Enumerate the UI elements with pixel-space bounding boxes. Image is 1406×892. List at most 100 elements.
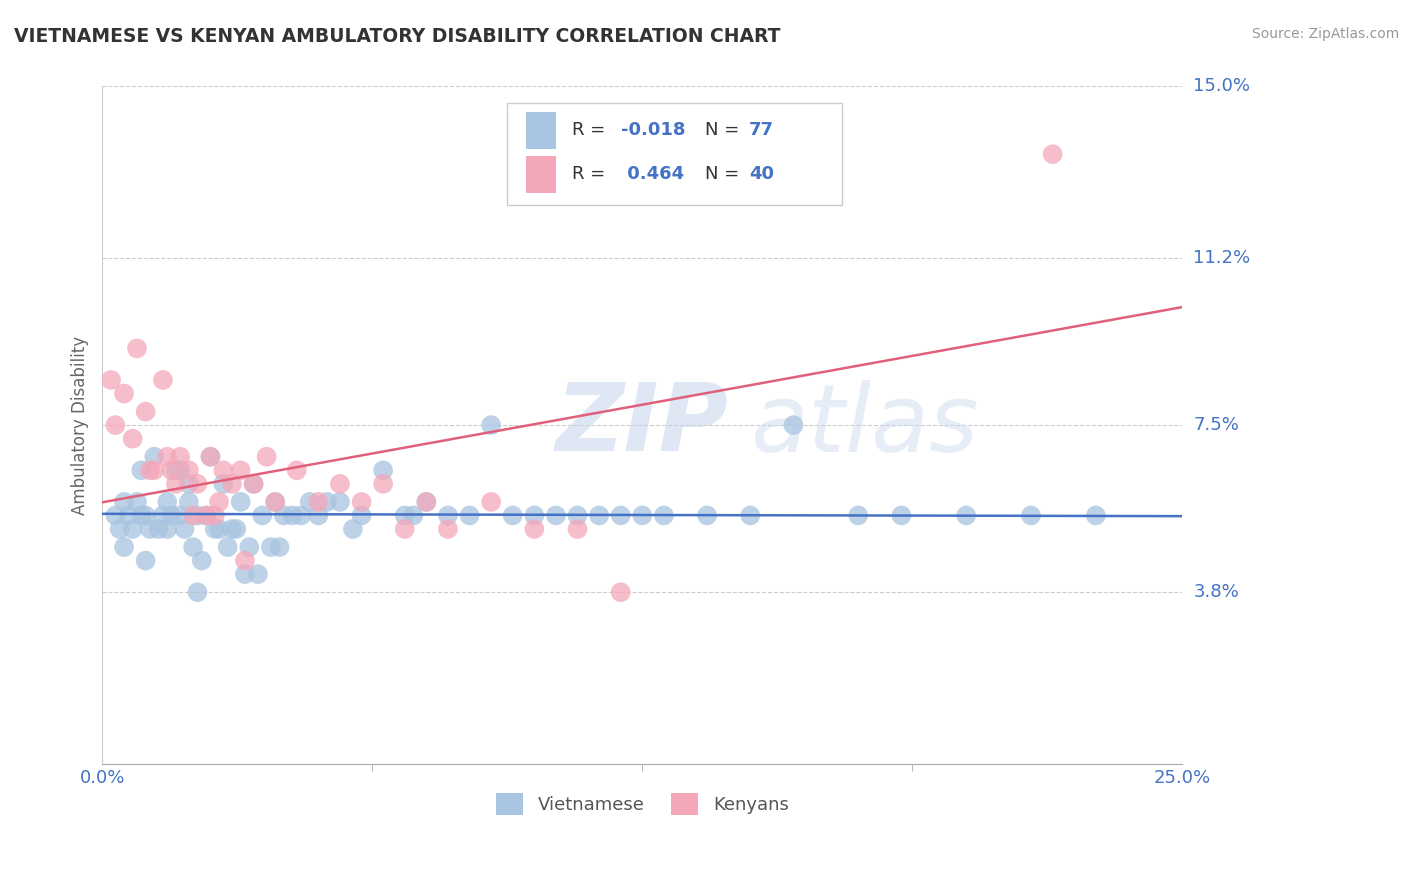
- Point: [329, 476, 352, 491]
- Point: [290, 508, 312, 523]
- Point: [890, 508, 912, 523]
- Text: R =: R =: [572, 121, 612, 139]
- Point: [256, 450, 278, 464]
- Point: [191, 553, 214, 567]
- Point: [329, 495, 352, 509]
- Text: 7.5%: 7.5%: [1194, 417, 1239, 434]
- Point: [402, 508, 425, 523]
- Point: [208, 495, 231, 509]
- Point: [165, 476, 187, 491]
- Point: [955, 508, 977, 523]
- Point: [143, 463, 166, 477]
- Point: [233, 567, 256, 582]
- Point: [177, 476, 200, 491]
- Point: [1084, 508, 1107, 523]
- Point: [373, 476, 395, 491]
- Text: Source: ZipAtlas.com: Source: ZipAtlas.com: [1251, 27, 1399, 41]
- Point: [112, 386, 135, 401]
- Point: [156, 495, 179, 509]
- Point: [588, 508, 610, 523]
- Point: [502, 508, 524, 523]
- Point: [242, 476, 264, 491]
- Bar: [526, 156, 555, 194]
- Point: [415, 495, 437, 509]
- Point: [609, 585, 631, 599]
- Point: [567, 522, 589, 536]
- Point: [108, 522, 131, 536]
- Point: [221, 476, 243, 491]
- Point: [479, 418, 502, 433]
- Point: [264, 495, 287, 509]
- Point: [523, 508, 546, 523]
- Bar: [526, 112, 555, 149]
- Point: [846, 508, 869, 523]
- Text: atlas: atlas: [751, 380, 979, 471]
- Point: [246, 567, 269, 582]
- Point: [523, 522, 546, 536]
- Point: [273, 508, 295, 523]
- Point: [143, 450, 166, 464]
- Point: [782, 418, 804, 433]
- Point: [160, 463, 183, 477]
- Text: 77: 77: [749, 121, 775, 139]
- Point: [609, 508, 631, 523]
- Point: [195, 508, 218, 523]
- Point: [204, 522, 226, 536]
- Point: [696, 508, 718, 523]
- Point: [233, 553, 256, 567]
- Point: [437, 508, 460, 523]
- Point: [217, 540, 239, 554]
- Point: [195, 508, 218, 523]
- Point: [225, 522, 247, 536]
- Point: [181, 508, 204, 523]
- Point: [121, 432, 143, 446]
- Point: [135, 404, 157, 418]
- Point: [631, 508, 654, 523]
- Point: [285, 463, 308, 477]
- Point: [169, 508, 191, 523]
- Point: [156, 522, 179, 536]
- Point: [139, 463, 162, 477]
- Point: [740, 508, 762, 523]
- Point: [229, 463, 252, 477]
- Point: [281, 508, 304, 523]
- Point: [165, 463, 187, 477]
- FancyBboxPatch shape: [508, 103, 842, 205]
- Text: N =: N =: [704, 121, 745, 139]
- Point: [177, 463, 200, 477]
- Point: [181, 540, 204, 554]
- Point: [221, 522, 243, 536]
- Point: [458, 508, 481, 523]
- Point: [567, 508, 589, 523]
- Text: ZIP: ZIP: [555, 379, 728, 471]
- Point: [652, 508, 675, 523]
- Point: [160, 508, 183, 523]
- Point: [139, 522, 162, 536]
- Point: [148, 522, 170, 536]
- Point: [415, 495, 437, 509]
- Point: [177, 495, 200, 509]
- Text: 11.2%: 11.2%: [1194, 249, 1250, 267]
- Point: [394, 522, 416, 536]
- Point: [104, 508, 127, 523]
- Point: [242, 476, 264, 491]
- Point: [350, 495, 373, 509]
- Point: [373, 463, 395, 477]
- Point: [104, 418, 127, 433]
- Point: [1019, 508, 1042, 523]
- Point: [200, 450, 222, 464]
- Point: [212, 476, 235, 491]
- Point: [100, 373, 122, 387]
- Point: [252, 508, 274, 523]
- Point: [307, 495, 329, 509]
- Legend: Vietnamese, Kenyans: Vietnamese, Kenyans: [489, 786, 796, 822]
- Point: [342, 522, 364, 536]
- Y-axis label: Ambulatory Disability: Ambulatory Disability: [72, 335, 89, 515]
- Point: [125, 495, 148, 509]
- Point: [135, 553, 157, 567]
- Point: [121, 522, 143, 536]
- Point: [152, 373, 174, 387]
- Point: [269, 540, 291, 554]
- Point: [156, 450, 179, 464]
- Point: [169, 450, 191, 464]
